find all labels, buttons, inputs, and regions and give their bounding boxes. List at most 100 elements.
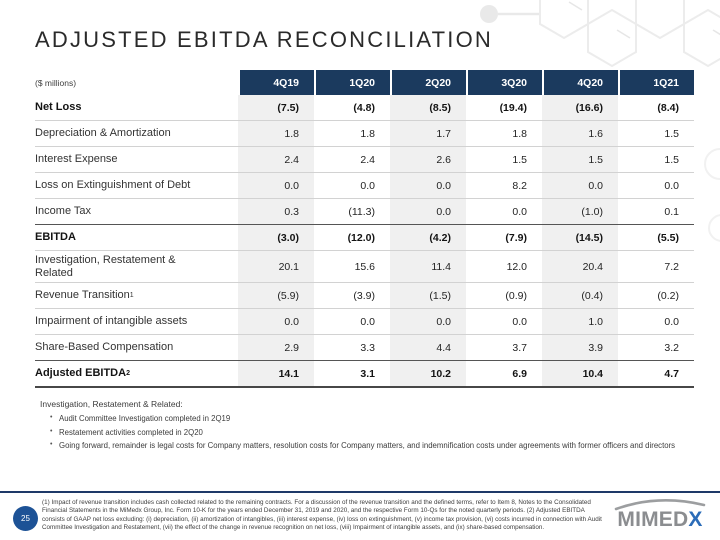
cell-1q21: 1.5 bbox=[664, 127, 679, 140]
cell-3q20: 0.0 bbox=[512, 315, 527, 328]
row-label: Investigation, Restatement & Related bbox=[35, 254, 176, 279]
cell-4q20: 20.4 bbox=[542, 251, 618, 283]
row-label: Impairment of intangible assets bbox=[35, 315, 188, 328]
cell-3q20: 3.7 bbox=[512, 341, 527, 354]
row-label: Net Loss bbox=[35, 101, 82, 114]
cell-1q20: 2.4 bbox=[360, 153, 375, 166]
cell-4q19: 1.8 bbox=[238, 121, 314, 146]
row-label: Depreciation & Amortization bbox=[35, 127, 171, 140]
logo-text-blue: X bbox=[688, 508, 703, 531]
footer-disclaimer: (1) Impact of revenue transition include… bbox=[42, 499, 602, 531]
row-label: Loss on Extinguishment of Debt bbox=[35, 179, 191, 192]
cell-1q20: (3.9) bbox=[353, 289, 375, 302]
mimedx-logo: MIMEDX bbox=[605, 496, 715, 530]
page-number-badge: 25 bbox=[13, 506, 38, 531]
cell-3q20: 1.8 bbox=[512, 127, 527, 140]
notes-list: Audit Committee Investigation completed … bbox=[50, 412, 680, 453]
cell-4q19: 0.0 bbox=[238, 173, 314, 198]
table-row: Impairment of intangible assets 0.0 0.0 0.0… bbox=[35, 308, 694, 335]
cell-4q20: (0.4) bbox=[542, 283, 618, 309]
row-label: Income Tax bbox=[35, 205, 92, 218]
cell-1q20: (11.3) bbox=[348, 205, 375, 218]
cell-1q21: 0.1 bbox=[664, 205, 679, 218]
cell-1q20: 0.0 bbox=[360, 179, 375, 192]
column-header-3q20: 3Q20 bbox=[466, 70, 542, 95]
notes-block: Investigation, Restatement & Related: Au… bbox=[40, 399, 680, 453]
table-body: Net Loss (7.5) (4.8) (8.5) (19.4) (16.6) (8.4)… bbox=[35, 95, 694, 389]
cell-3q20: (7.9) bbox=[505, 231, 527, 244]
table-row: Adjusted EBITDA 2 14.1 3.1 10.2 6.9 10.4 4.7 bbox=[35, 360, 694, 389]
units-label: ($ millions) bbox=[35, 77, 77, 88]
cell-3q20: 12.0 bbox=[506, 260, 527, 273]
logo-text-gray: MIMED bbox=[617, 508, 689, 531]
cell-4q19: 2.4 bbox=[238, 147, 314, 172]
cell-2q20: 11.4 bbox=[390, 251, 466, 283]
cell-4q20: 1.0 bbox=[542, 309, 618, 335]
cell-2q20: 2.6 bbox=[390, 147, 466, 172]
table-row: Loss on Extinguishment of Debt 0.0 0.0 0.0 8… bbox=[35, 172, 694, 198]
logo-text: MIMEDX bbox=[605, 509, 715, 530]
cell-4q19: 0.0 bbox=[238, 309, 314, 335]
table-row: Depreciation & Amortization 1.8 1.8 1.7 1.8 1… bbox=[35, 120, 694, 146]
cell-2q20: (4.2) bbox=[390, 225, 466, 250]
cell-4q19: (3.0) bbox=[238, 225, 314, 250]
cell-1q21: 3.2 bbox=[664, 341, 679, 354]
cell-1q20: (4.8) bbox=[353, 101, 375, 114]
note-bullet: Audit Committee Investigation completed … bbox=[50, 412, 680, 426]
column-header-1q21: 1Q21 bbox=[618, 70, 694, 95]
cell-1q20: 3.1 bbox=[360, 367, 375, 380]
row-label: Interest Expense bbox=[35, 153, 118, 166]
note-bullet: Restatement activities completed in 2Q20 bbox=[50, 426, 680, 440]
table-row: Share-Based Compensation 2.9 3.3 4.4 3.7 3.9 3… bbox=[35, 334, 694, 361]
cell-1q21: (0.2) bbox=[657, 289, 679, 302]
cell-4q19: 14.1 bbox=[238, 361, 314, 387]
cell-4q20: (16.6) bbox=[542, 95, 618, 120]
cell-1q21: 1.5 bbox=[664, 153, 679, 166]
cell-2q20: (8.5) bbox=[390, 95, 466, 120]
row-label: Adjusted EBITDA 2 bbox=[35, 367, 130, 380]
cell-1q21: 4.7 bbox=[664, 367, 679, 380]
footer-divider bbox=[0, 491, 720, 493]
cell-2q20: 1.7 bbox=[390, 121, 466, 146]
cell-2q20: 0.0 bbox=[390, 309, 466, 335]
page-title: ADJUSTED EBITDA RECONCILIATION bbox=[35, 27, 493, 52]
row-label: Share-Based Compensation bbox=[35, 341, 174, 354]
row-label: EBITDA bbox=[35, 231, 76, 244]
cell-4q19: 0.3 bbox=[238, 199, 314, 224]
cell-2q20: 0.0 bbox=[390, 173, 466, 198]
column-header-4q20: 4Q20 bbox=[542, 70, 618, 95]
cell-4q19: 20.1 bbox=[238, 251, 314, 283]
cell-1q21: 0.0 bbox=[664, 315, 679, 328]
cell-1q20: 0.0 bbox=[360, 315, 375, 328]
edge-circle-decoration bbox=[704, 148, 720, 180]
cell-4q20: (1.0) bbox=[542, 199, 618, 224]
cell-2q20: 0.0 bbox=[390, 199, 466, 224]
cell-4q19: (5.9) bbox=[238, 283, 314, 309]
cell-4q19: 2.9 bbox=[238, 335, 314, 361]
cell-1q20: 1.8 bbox=[360, 127, 375, 140]
edge-circle-decoration bbox=[708, 214, 720, 242]
column-header-4q19: 4Q19 bbox=[238, 70, 314, 95]
ebitda-table: ($ millions) 4Q19 1Q20 2Q20 3Q20 4Q20 1Q21 Ne… bbox=[35, 70, 694, 389]
cell-1q21: (5.5) bbox=[657, 231, 679, 244]
cell-3q20: (19.4) bbox=[499, 101, 527, 114]
table-row: EBITDA (3.0) (12.0) (4.2) (7.9) (14.5) (5.5) bbox=[35, 224, 694, 250]
table-row: Investigation, Restatement & Related 20.1… bbox=[35, 250, 694, 283]
cell-1q20: 3.3 bbox=[360, 341, 375, 354]
table-row: Income Tax 0.3 (11.3) 0.0 0.0 (1.0) 0.1 bbox=[35, 198, 694, 224]
cell-1q21: (8.4) bbox=[657, 101, 679, 114]
table-row: Interest Expense 2.4 2.4 2.6 1.5 1.5 1.5 bbox=[35, 146, 694, 172]
cell-1q21: 0.0 bbox=[664, 179, 679, 192]
cell-4q20: 3.9 bbox=[542, 335, 618, 361]
cell-1q20: (12.0) bbox=[347, 231, 375, 244]
note-bullet: Going forward, remainder is legal costs … bbox=[50, 439, 680, 453]
row-label: Revenue Transition 1 bbox=[35, 289, 134, 302]
column-header-2q20: 2Q20 bbox=[390, 70, 466, 95]
cell-4q20: 1.6 bbox=[542, 121, 618, 146]
cell-3q20: 0.0 bbox=[512, 205, 527, 218]
table-row: Net Loss (7.5) (4.8) (8.5) (19.4) (16.6) (8.4) bbox=[35, 95, 694, 120]
molecule-decoration bbox=[480, 0, 720, 68]
cell-3q20: 6.9 bbox=[512, 367, 527, 380]
cell-3q20: 1.5 bbox=[512, 153, 527, 166]
cell-2q20: 10.2 bbox=[390, 361, 466, 387]
